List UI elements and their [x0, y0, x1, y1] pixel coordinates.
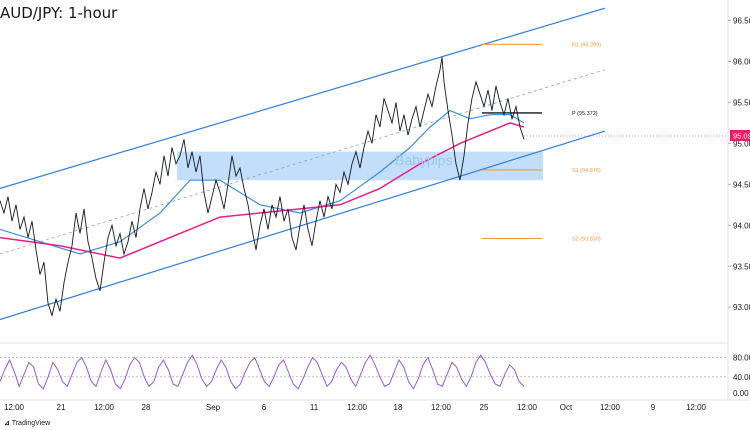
ma-slow-line — [0, 122, 525, 259]
tradingview-logo: ⊿ TradingView — [4, 419, 50, 427]
time-axis-tick-label: 25 — [480, 403, 489, 412]
pivot-label-p: P (95.372) — [572, 111, 598, 117]
channel-upper-line — [0, 7, 606, 189]
stochastic-panel: 80.00 40.00 0.00 — [0, 354, 750, 398]
time-axis-tick-label: 18 — [394, 403, 403, 412]
time-axis-tick-label: 12:00 — [431, 403, 452, 412]
time-axis-tick-label: 12:00 — [94, 403, 115, 412]
moving-average-layer — [0, 109, 525, 259]
price-axis-tick-label: 95.000 — [733, 139, 750, 148]
pivot-label-s2: S2 (93.839) — [572, 236, 601, 242]
time-axis-tick-label: 9 — [651, 403, 656, 412]
channel-layer — [0, 7, 606, 321]
time-axis-tick-label: 12:00 — [347, 403, 368, 412]
price-axis: 96.500 96.000 95.500 95.000 94.500 94.000 93.5… — [728, 16, 750, 312]
price-layer — [0, 57, 728, 318]
time-axis-tick-label: 6 — [262, 403, 267, 412]
time-axis-tick-label: 12:00 — [686, 403, 707, 412]
current-price-label: 95.09 — [733, 132, 750, 141]
pivot-label-s1: S1 (94.676) — [572, 168, 601, 174]
watermark: Babypips — [395, 152, 453, 168]
tradingview-brand: TradingView — [11, 420, 51, 427]
time-axis-tick-label: 12:00 — [600, 403, 621, 412]
tradingview-icon: ⊿ — [4, 420, 10, 427]
time-axis-tick-label: Sep — [206, 403, 221, 412]
price-line — [0, 57, 525, 318]
price-axis-tick-label: 96.500 — [733, 16, 750, 25]
price-axis-tick-label: 94.000 — [733, 221, 750, 230]
time-axis-tick-label: 21 — [57, 403, 66, 412]
stoch-line — [0, 354, 525, 390]
channel-lower-line — [0, 130, 606, 321]
price-axis-tick-label: 95.500 — [733, 98, 750, 107]
time-axis: 12:00 21 12:00 28 Sep 6 11 12:00 18 12:00 25 12:00 O… — [4, 403, 707, 412]
pivot-layer: R1 (96.209) P (95.372) S1 (94.676) S2 (93.8… — [482, 42, 601, 242]
time-axis-tick-label: Oct — [560, 403, 573, 412]
stoch-level-label: 40.00 — [733, 373, 750, 382]
current-price-tag: 95.09 — [730, 130, 750, 141]
stoch-level-label: 0.00 — [733, 389, 749, 398]
time-axis-tick-label: 12:00 — [4, 403, 25, 412]
time-axis-tick-label: 11 — [310, 403, 319, 412]
chart-title: AUD/JPY: 1-hour — [0, 4, 118, 22]
price-axis-tick-label: 94.500 — [733, 180, 750, 189]
price-axis-tick-label: 93.000 — [733, 303, 750, 312]
pivot-label-r1: R1 (96.209) — [572, 42, 601, 48]
time-axis-tick-label: 28 — [142, 403, 151, 412]
price-axis-tick-label: 93.500 — [733, 262, 750, 271]
price-axis-tick-label: 96.000 — [733, 57, 750, 66]
stoch-level-label: 80.00 — [733, 354, 750, 363]
time-axis-tick-label: 12:00 — [517, 403, 538, 412]
ma-fast-line — [0, 109, 525, 255]
